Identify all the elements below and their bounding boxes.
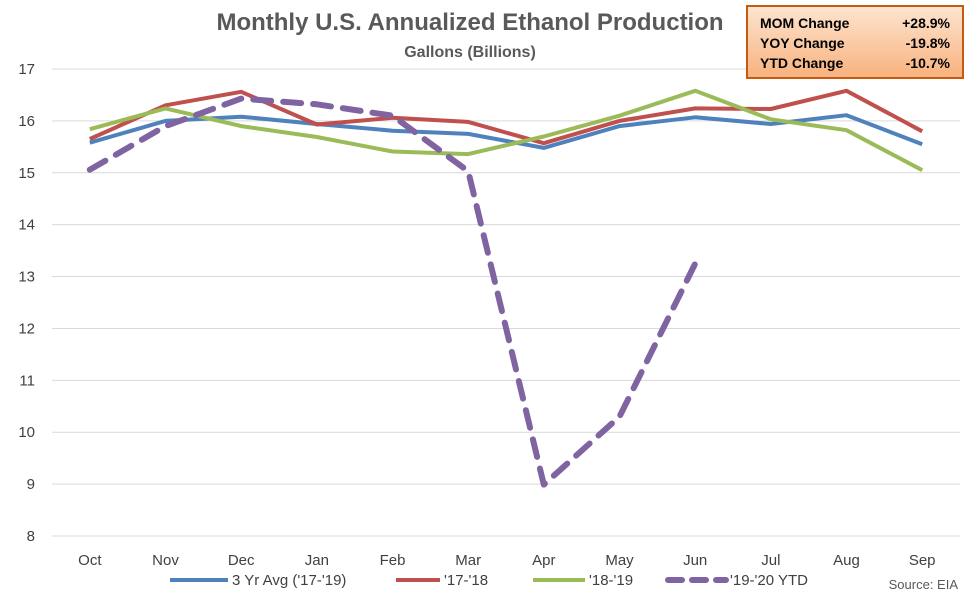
series-line-2 bbox=[89, 88, 924, 172]
stat-row-mom: MOM Change +28.9% bbox=[760, 13, 950, 33]
y-tick-label: 12 bbox=[18, 320, 35, 337]
x-tick-label: Oct bbox=[78, 552, 102, 569]
stat-row-yoy: YOY Change -19.8% bbox=[760, 33, 950, 53]
change-stats-box: MOM Change +28.9% YOY Change -19.8% YTD … bbox=[746, 5, 964, 79]
legend-label: '19-'20 YTD bbox=[730, 572, 808, 589]
stat-label: YOY Change bbox=[760, 35, 845, 51]
x-tick-label: Dec bbox=[228, 552, 255, 569]
stat-value: +28.9% bbox=[902, 15, 950, 31]
stat-label: YTD Change bbox=[760, 55, 844, 71]
x-tick-label: Mar bbox=[455, 552, 481, 569]
x-tick-label: Jan bbox=[305, 552, 329, 569]
stat-value: -10.7% bbox=[905, 55, 950, 71]
x-tick-label: Jun bbox=[683, 552, 707, 569]
source-note: Source: EIA bbox=[889, 577, 959, 592]
y-tick-label: 15 bbox=[18, 165, 35, 182]
legend-label: '17-'18 bbox=[444, 572, 488, 589]
stat-value: -19.8% bbox=[905, 35, 950, 51]
y-tick-label: 17 bbox=[18, 61, 35, 78]
gridlines bbox=[52, 68, 960, 485]
x-tick-label: Jul bbox=[761, 552, 780, 569]
series-line-1 bbox=[88, 88, 924, 146]
stat-row-ytd: YTD Change -10.7% bbox=[760, 53, 950, 73]
x-tick-label: May bbox=[605, 552, 634, 569]
x-tick-label: Feb bbox=[380, 552, 406, 569]
x-axis: Oct Nov Dec Jan Feb Mar Apr May Jun Jul Aug Sep bbox=[52, 535, 960, 569]
x-tick-label: Aug bbox=[833, 552, 860, 569]
legend: 3 Yr Avg ('17-'19) '17-'18 '18-'19 '19-'20 … bbox=[170, 572, 808, 589]
y-tick-label: 10 bbox=[18, 424, 35, 441]
x-tick-label: Sep bbox=[909, 552, 936, 569]
series-line-3 bbox=[86, 95, 699, 488]
stat-label: MOM Change bbox=[760, 15, 850, 31]
legend-label: '18-'19 bbox=[589, 572, 633, 589]
legend-label: 3 Yr Avg ('17-'19) bbox=[232, 572, 346, 589]
y-tick-label: 14 bbox=[18, 217, 35, 234]
y-tick-label: 9 bbox=[27, 476, 35, 493]
y-tick-label: 11 bbox=[19, 372, 35, 389]
y-tick-label: 16 bbox=[18, 113, 35, 130]
x-tick-label: Nov bbox=[152, 552, 179, 569]
chart-subtitle: Gallons (Billions) bbox=[404, 44, 536, 61]
x-tick-label: Apr bbox=[532, 552, 555, 569]
y-tick-label: 8 bbox=[27, 528, 35, 545]
series-lines bbox=[86, 88, 924, 488]
y-tick-label: 13 bbox=[18, 269, 35, 286]
y-axis: 8 9 10 11 12 13 14 15 16 17 bbox=[18, 61, 35, 545]
chart-title: Monthly U.S. Annualized Ethanol Producti… bbox=[216, 9, 723, 36]
